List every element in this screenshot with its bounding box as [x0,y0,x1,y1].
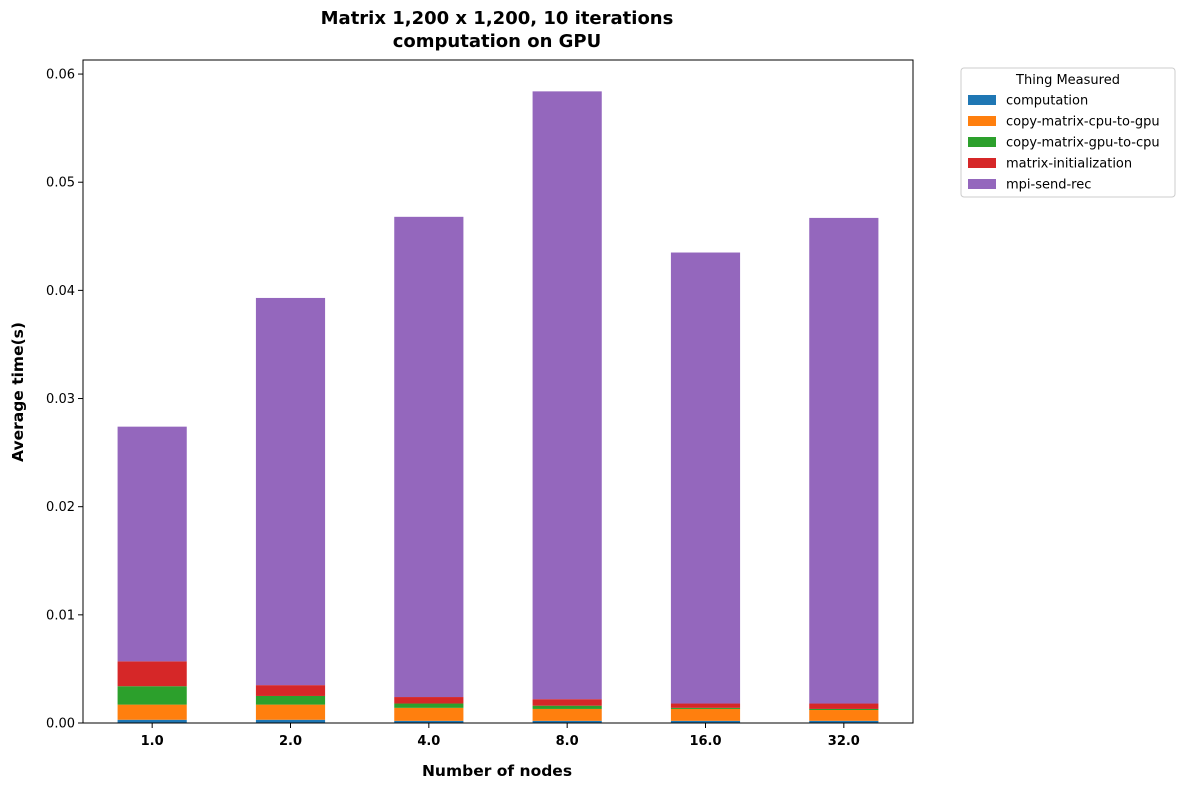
bar-segment-mpi-send-rec-4.0 [394,216,464,698]
y-tick-label: 0.06 [46,68,75,83]
bar-segment-mpi-send-rec-32.0 [809,217,879,704]
bar-segment-copy-matrix-gpu-to-cpu-1.0 [117,686,187,705]
x-axis-ticks: 1.0 2.0 4.0 8.0 16.0 32.0 [141,723,860,749]
legend-label-copy-matrix-gpu-to-cpu: copy-matrix-gpu-to-cpu [1006,136,1160,151]
bar-segment-computation-4.0 [394,720,464,723]
legend-box [960,67,1176,198]
legend-swatch-copy-matrix-cpu-to-gpu [968,116,996,126]
plot-frame [82,59,914,724]
x-tick-label: 2.0 [279,734,302,749]
x-tick-label: 4.0 [417,734,440,749]
legend-label-copy-matrix-cpu-to-gpu: copy-matrix-cpu-to-gpu [1006,115,1160,130]
legend-label-mpi-send-rec: mpi-send-rec [1006,178,1091,193]
bar-segment-matrix-initialization-2.0 [255,685,326,696]
legend-label-matrix-initialization: matrix-initialization [1006,157,1132,172]
bar-segment-copy-matrix-gpu-to-cpu-32.0 [809,708,879,711]
legend-title: Thing Measured [1015,73,1120,88]
legend-label-computation: computation [1006,94,1088,109]
bar-segment-matrix-initialization-8.0 [532,699,602,706]
legend-swatch-computation [968,95,996,105]
chart-title-line2: computation on GPU [393,31,602,52]
bar-segment-computation-2.0 [255,719,326,723]
bar-segment-copy-matrix-cpu-to-gpu-8.0 [532,708,602,721]
legend-swatch-matrix-initialization [968,158,996,168]
x-tick-label: 1.0 [141,734,164,749]
bar-segment-matrix-initialization-16.0 [670,703,741,708]
bar-segment-computation-32.0 [809,720,879,723]
bar-segment-mpi-send-rec-8.0 [532,91,602,700]
y-axis-ticks: 0.00 0.01 0.02 0.03 0.04 0.05 0.06 [46,68,83,732]
bar-segment-matrix-initialization-1.0 [117,661,187,687]
bar-segment-computation-16.0 [670,720,741,723]
bar-segment-mpi-send-rec-16.0 [670,252,741,704]
bar-segment-matrix-initialization-4.0 [394,697,464,704]
y-axis-label: Average time(s) [9,322,27,462]
bar-segment-copy-matrix-cpu-to-gpu-32.0 [809,710,879,721]
y-tick-label: 0.03 [46,392,75,407]
bar-segment-copy-matrix-cpu-to-gpu-1.0 [117,704,187,720]
bar-segment-copy-matrix-cpu-to-gpu-16.0 [670,708,741,721]
y-tick-label: 0.00 [46,717,75,732]
bar-segment-matrix-initialization-32.0 [809,703,879,709]
legend-swatch-mpi-send-rec [968,179,996,189]
x-tick-label: 32.0 [828,734,860,749]
bar-segment-computation-1.0 [117,719,187,723]
bar-segment-copy-matrix-cpu-to-gpu-2.0 [255,704,326,720]
legend-swatch-copy-matrix-gpu-to-cpu [968,137,996,147]
x-tick-label: 8.0 [556,734,579,749]
x-tick-label: 16.0 [689,734,721,749]
y-tick-label: 0.01 [46,608,75,623]
bar-segment-copy-matrix-gpu-to-cpu-2.0 [255,695,326,705]
bar-segment-computation-8.0 [532,720,602,723]
bars-group [117,91,879,723]
y-tick-label: 0.02 [46,500,75,515]
y-tick-label: 0.05 [46,176,75,191]
bar-segment-mpi-send-rec-1.0 [117,426,187,662]
chart-title-line1: Matrix 1,200 x 1,200, 10 iterations [321,8,674,29]
bar-segment-copy-matrix-gpu-to-cpu-16.0 [670,707,741,709]
bar-segment-copy-matrix-gpu-to-cpu-8.0 [532,705,602,709]
legend: Thing Measured computation copy-matrix-cp… [960,67,1176,198]
y-tick-label: 0.04 [46,284,75,299]
bar-segment-mpi-send-rec-2.0 [255,297,326,686]
bar-segment-copy-matrix-cpu-to-gpu-4.0 [394,707,464,721]
x-axis-label: Number of nodes [422,762,572,780]
bar-segment-copy-matrix-gpu-to-cpu-4.0 [394,703,464,708]
